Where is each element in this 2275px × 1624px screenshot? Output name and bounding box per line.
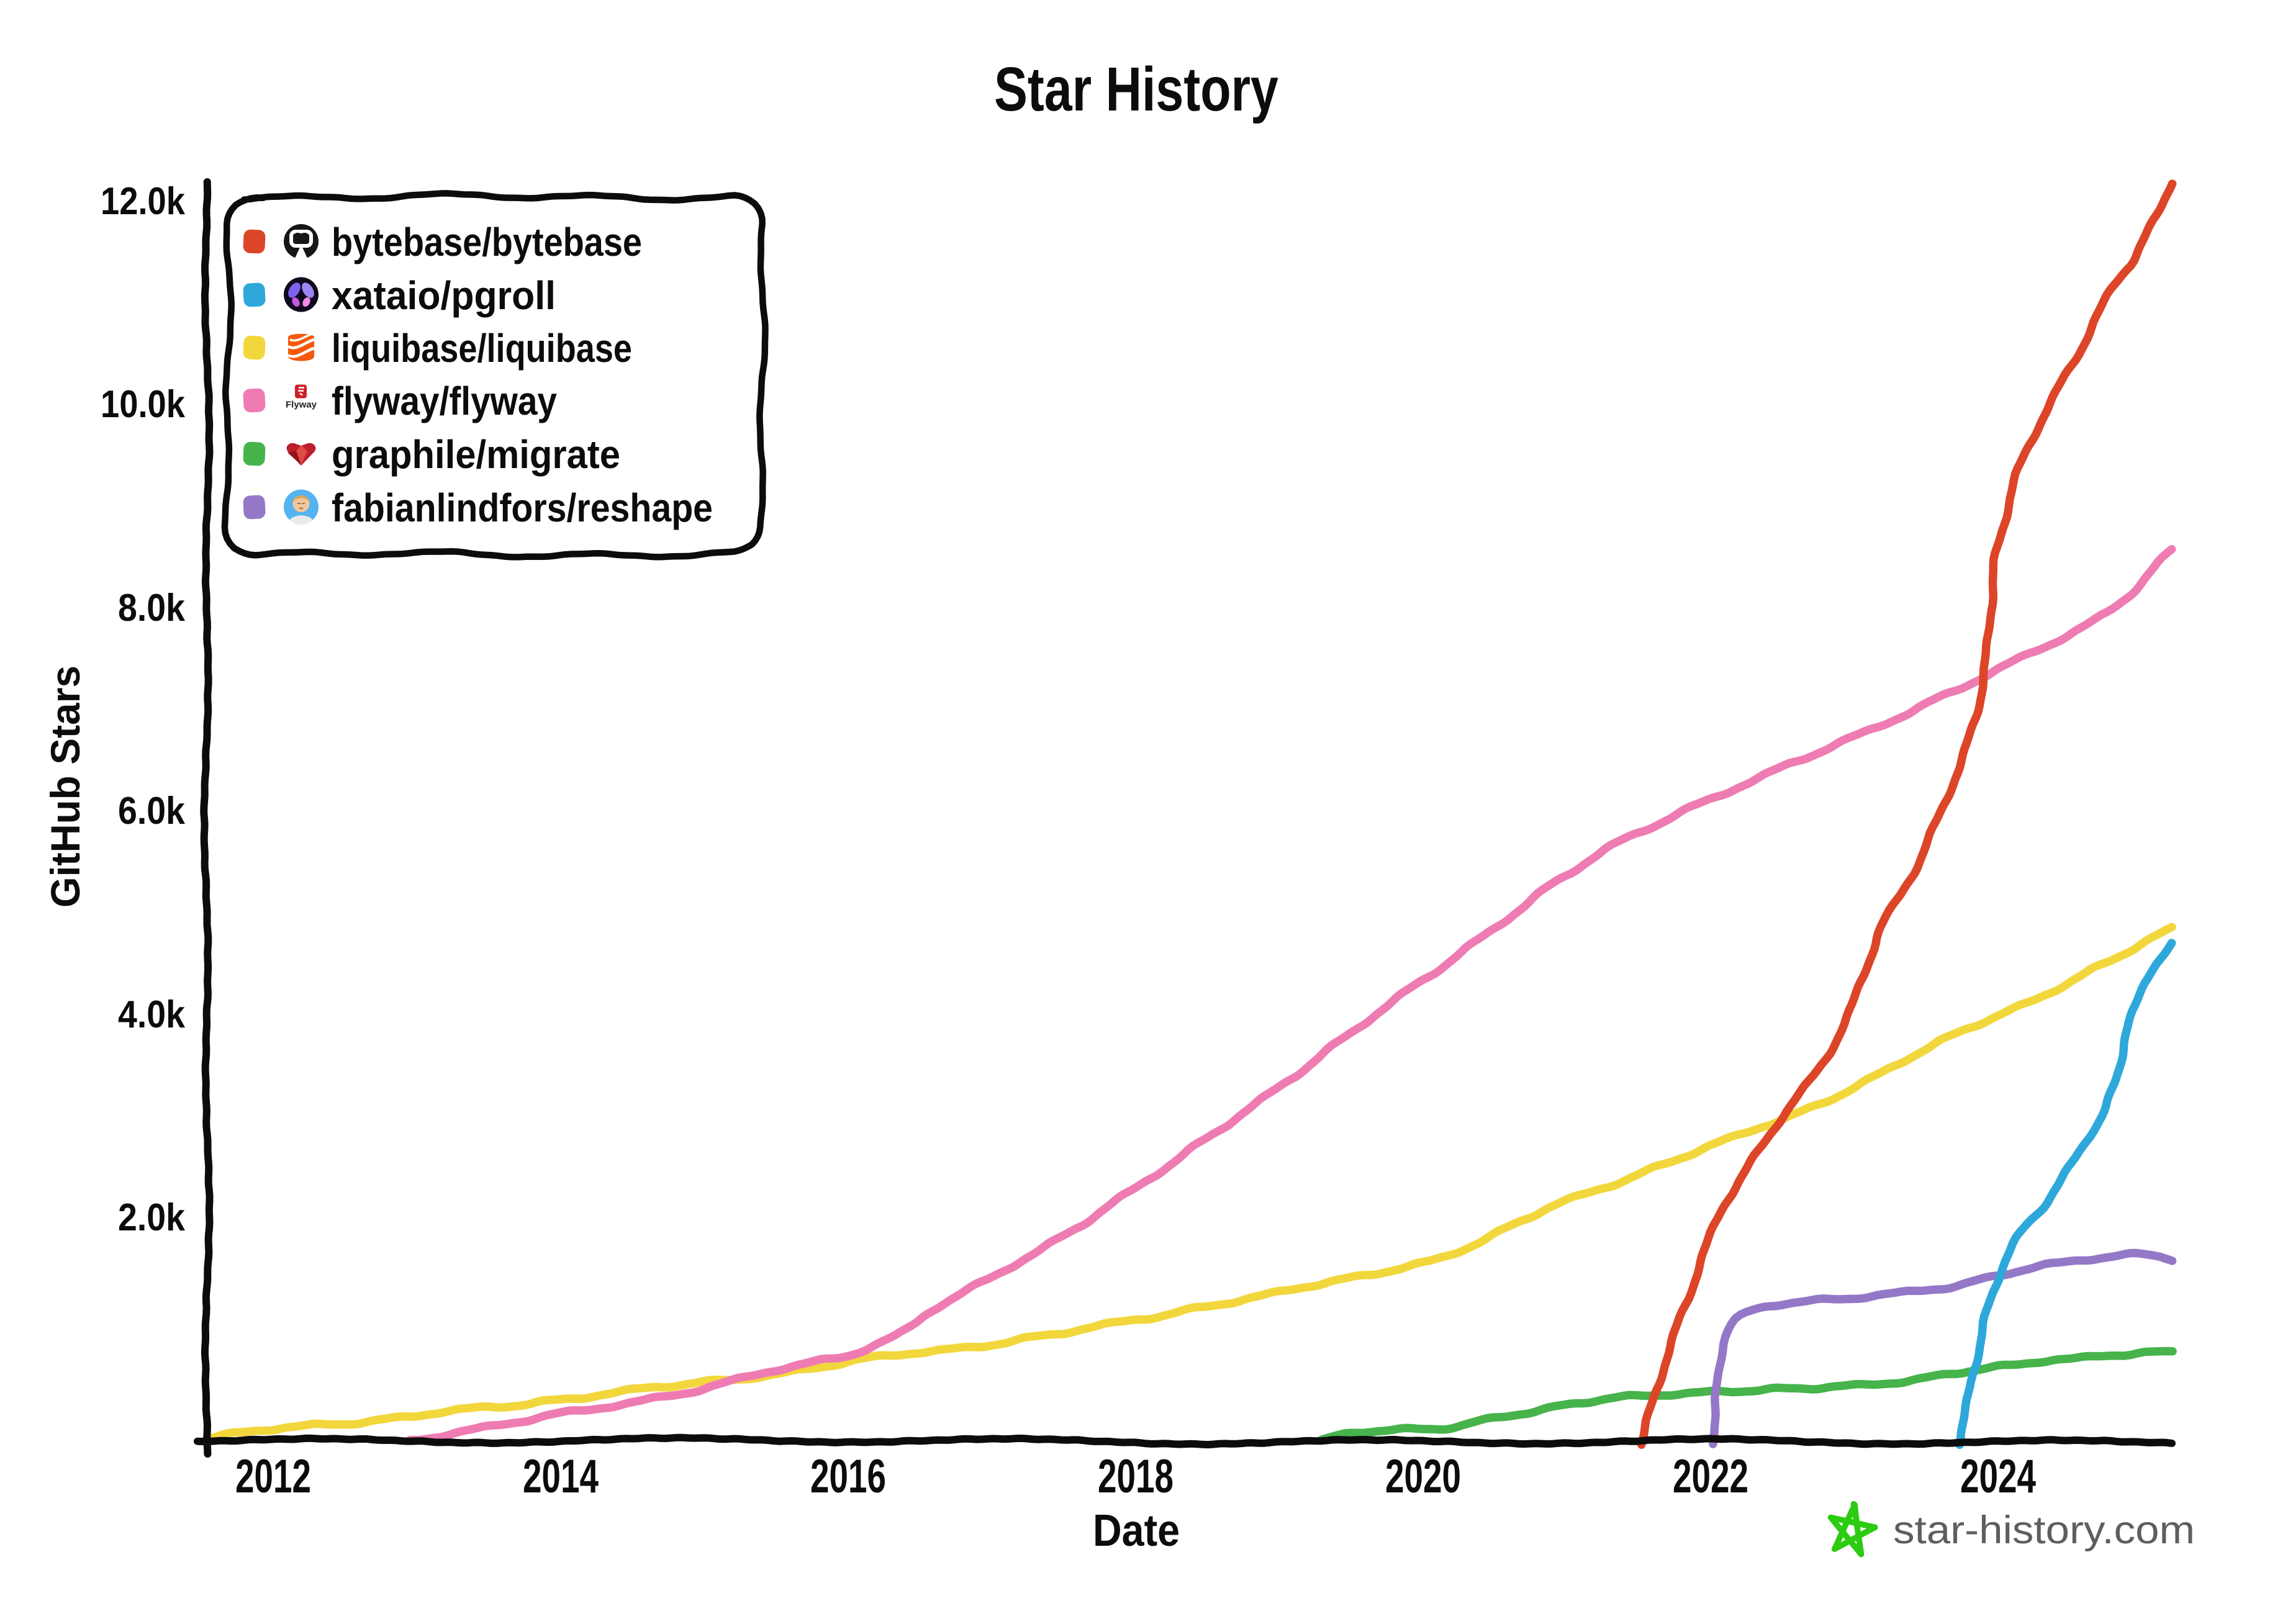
- svg-text:flyway/flyway: flyway/flyway: [332, 379, 557, 423]
- svg-text:2018: 2018: [1098, 1450, 1174, 1503]
- svg-text:6.0k: 6.0k: [118, 790, 185, 832]
- svg-text:2.0k: 2.0k: [118, 1196, 185, 1239]
- svg-text:8.0k: 8.0k: [118, 587, 185, 629]
- svg-text:2020: 2020: [1385, 1450, 1461, 1503]
- svg-text:GitHub Stars: GitHub Stars: [42, 665, 88, 908]
- svg-text:2012: 2012: [235, 1450, 311, 1503]
- svg-text:2024: 2024: [1960, 1450, 2036, 1503]
- svg-text:10.0k: 10.0k: [101, 383, 185, 426]
- svg-text:xataio/pgroll: xataio/pgroll: [332, 273, 556, 318]
- svg-text:bytebase/bytebase: bytebase/bytebase: [332, 220, 642, 264]
- svg-text:Flyway: Flyway: [286, 400, 317, 410]
- svg-text:4.0k: 4.0k: [118, 993, 185, 1036]
- svg-text:graphile/migrate: graphile/migrate: [332, 432, 620, 477]
- svg-text:12.0k: 12.0k: [101, 180, 185, 223]
- svg-text:liquibase/liquibase: liquibase/liquibase: [332, 326, 632, 371]
- svg-text:star-history.com: star-history.com: [1893, 1509, 2195, 1552]
- svg-text:2014: 2014: [523, 1450, 599, 1503]
- svg-text:fabianlindfors/reshape: fabianlindfors/reshape: [332, 485, 713, 530]
- svg-text:Date: Date: [1093, 1506, 1180, 1556]
- svg-text:2016: 2016: [810, 1450, 886, 1503]
- svg-text:Star History: Star History: [994, 55, 1278, 124]
- svg-text:2022: 2022: [1673, 1450, 1748, 1503]
